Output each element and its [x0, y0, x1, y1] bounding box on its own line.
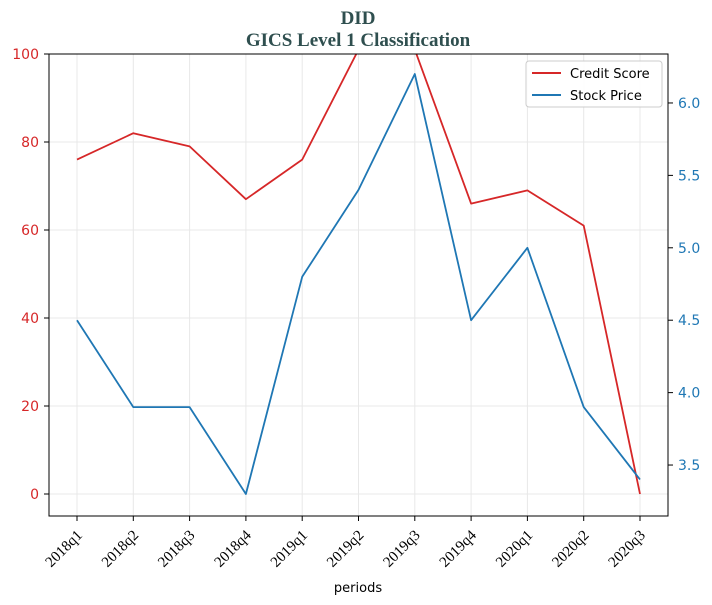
left-tick-label: 60 — [21, 223, 39, 239]
x-tick-label: 2019q2 — [324, 528, 367, 571]
series-layer — [76, 54, 641, 495]
legend-label-credit-score: Credit Score — [570, 67, 650, 82]
chart-title-line1: DID — [341, 8, 376, 29]
x-tick-label: 2018q1 — [43, 528, 86, 571]
series-line-stock-price — [76, 73, 641, 495]
right-tick-label: 4.5 — [678, 313, 700, 329]
x-tick-label: 2018q3 — [155, 528, 198, 571]
series-line-credit-score — [76, 54, 641, 495]
x-axis-label: periods — [334, 581, 382, 596]
left-tick-label: 80 — [21, 135, 39, 151]
x-tick-label: 2019q3 — [380, 528, 423, 571]
right-tick-label: 3.5 — [678, 458, 700, 474]
left-tick-label: 100 — [12, 47, 39, 63]
right-tick-label: 6.0 — [678, 96, 700, 112]
x-tick-label: 2020q3 — [606, 528, 649, 571]
x-tick-label: 2019q1 — [268, 528, 311, 571]
legend-label-stock-price: Stock Price — [570, 89, 642, 104]
x-tick-label: 2019q4 — [437, 527, 480, 570]
left-tick-label: 20 — [21, 399, 39, 415]
left-tick-label: 40 — [21, 311, 39, 327]
right-tick-label: 5.5 — [678, 168, 700, 184]
grid-lines — [49, 53, 668, 516]
x-tick-label: 2020q2 — [549, 528, 592, 571]
right-tick-label: 5.0 — [678, 241, 700, 257]
left-tick-label: 0 — [30, 487, 39, 503]
x-axis: 2018q1 2018q2 2018q3 2018q4 2019q1 2019q2 2019… — [43, 516, 649, 571]
right-axis: 3.5 4.0 4.5 5.0 5.5 6.0 — [668, 96, 700, 474]
x-tick-label: 2018q4 — [212, 527, 255, 570]
chart-title-line2: GICS Level 1 Classification — [246, 30, 471, 51]
x-tick-label: 2020q1 — [493, 528, 536, 571]
legend: Credit Score Stock Price — [525, 60, 663, 108]
left-axis: 0 20 40 60 80 100 — [12, 47, 49, 503]
x-tick-label: 2018q2 — [99, 528, 142, 571]
right-tick-label: 4.0 — [678, 386, 700, 402]
